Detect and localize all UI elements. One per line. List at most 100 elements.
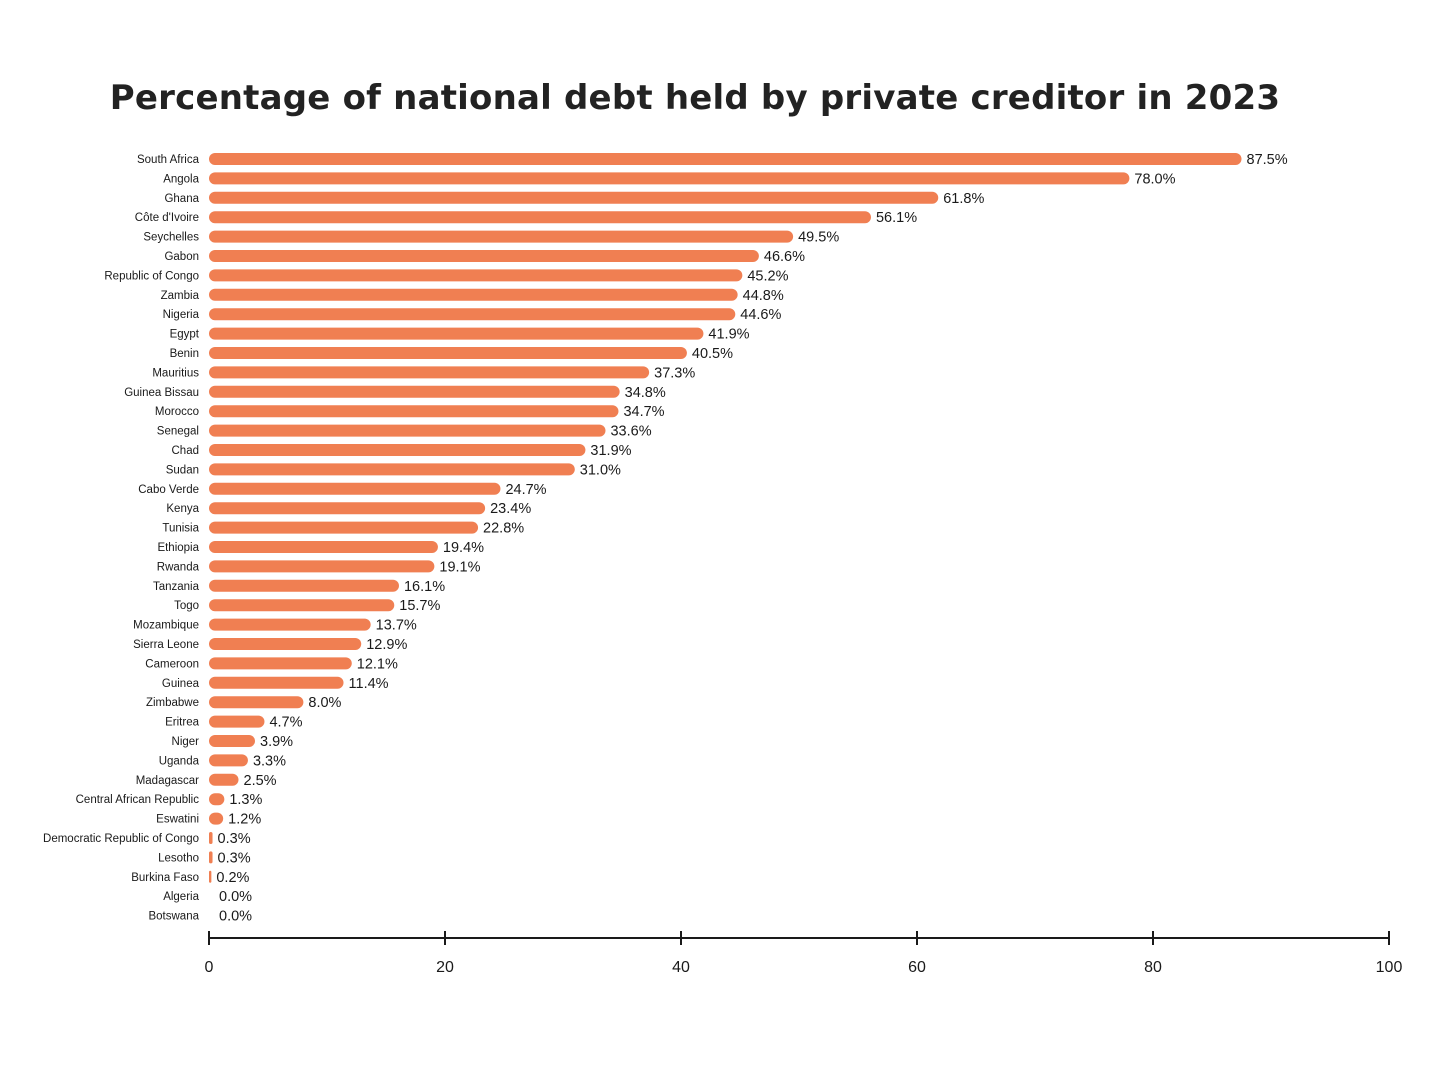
x-axis: 0 20 40 60 80 100 [205,931,1403,976]
bar [209,735,256,747]
category-label: Kenya [166,503,199,515]
bar [209,812,224,825]
category-label: Côte d'Ivoire [135,212,199,224]
bar [209,638,362,650]
value-label: 0.3% [218,831,251,847]
bar [209,832,213,844]
value-label: 15.7% [399,598,440,614]
bar [209,191,939,204]
category-label: Tanzania [153,581,200,593]
category-label: Nigeria [163,309,200,321]
category-label: Tunisia [162,523,199,535]
category-label: Eswatini [156,814,199,826]
bar [209,502,486,515]
value-label: 22.8% [483,521,524,537]
value-label: 44.8% [743,288,784,304]
bar [209,696,304,709]
bar [209,424,606,437]
bar [209,385,620,398]
category-label: Democratic Republic of Congo [43,833,199,845]
value-label: 49.5% [798,230,839,246]
category-label: Central African Republic [76,794,200,806]
bar [209,579,399,592]
bar [209,288,738,301]
value-label: 3.3% [253,753,286,769]
value-label: 1.3% [229,792,262,808]
value-label: 1.2% [228,812,261,828]
category-labels: South Africa Angola Ghana Côte d'Ivoire Seyc… [43,154,200,923]
x-tick-label: 100 [1376,959,1403,976]
bar [209,172,1130,185]
category-label: Guinea [162,678,200,690]
value-label: 46.6% [764,249,805,265]
category-label: Rwanda [157,561,200,573]
bar [209,463,575,476]
bar [209,870,212,883]
bars [209,153,1242,883]
category-label: Republic of Congo [104,270,199,282]
value-label: 8.0% [308,695,341,711]
bar [209,599,395,612]
category-label: Togo [174,600,199,612]
value-label: 0.3% [218,850,251,866]
category-label: Mozambique [133,620,199,632]
category-label: Senegal [157,426,199,438]
value-label: 0.0% [219,909,252,925]
bar [209,250,759,262]
value-label: 11.4% [349,676,389,692]
category-label: Lesotho [158,852,199,864]
value-label: 0.2% [216,870,249,886]
value-label: 40.5% [692,346,733,362]
value-label: 37.3% [654,365,695,381]
category-label: Eritrea [165,717,199,729]
category-label: Sierra Leone [133,639,199,651]
chart-title: Percentage of national debt held by priv… [109,78,1281,118]
bar [209,851,213,864]
bar [209,676,344,689]
value-label: 16.1% [404,579,445,595]
category-label: Uganda [159,755,200,767]
category-label: Chad [172,445,200,457]
category-label: Madagascar [136,775,199,787]
value-label: 45.2% [747,268,788,284]
bar [209,327,704,340]
category-label: Guinea Bissau [124,387,199,399]
category-label: Mauritius [152,367,199,379]
category-label: Burkina Faso [131,872,199,884]
category-label: Ethiopia [157,542,199,554]
value-labels: 87.5% 78.0% 61.8% 56.1% 49.5% 46.6% 45.2% 44.8%… [216,152,1287,925]
category-label: Egypt [170,329,200,341]
value-label: 12.9% [366,637,407,653]
x-tick-label: 0 [205,959,214,976]
x-tick-label: 80 [1144,959,1162,976]
category-label: Ghana [164,193,199,205]
bar [209,482,501,495]
value-label: 3.9% [260,734,293,750]
bar [209,657,352,670]
category-label: Seychelles [143,232,199,244]
category-label: Zambia [161,290,200,302]
value-label: 44.6% [740,307,781,323]
category-label: Cabo Verde [138,484,199,496]
category-label: Sudan [166,464,199,476]
x-tick-label: 60 [908,959,926,976]
value-label: 23.4% [490,501,531,517]
value-label: 31.9% [590,443,631,459]
bar [209,560,435,573]
category-label: Algeria [163,891,199,903]
bar [209,773,239,786]
x-tick-label: 40 [672,959,690,976]
bar [209,211,871,224]
category-label: Zimbabwe [146,697,199,709]
category-label: Angola [163,173,199,185]
value-label: 33.6% [610,424,651,440]
value-label: 56.1% [876,210,917,226]
bar [209,541,438,553]
value-label: 34.7% [623,404,664,420]
value-label: 19.1% [439,559,480,575]
value-label: 87.5% [1247,152,1288,168]
bar [209,754,248,767]
category-label: Cameroon [145,658,199,670]
